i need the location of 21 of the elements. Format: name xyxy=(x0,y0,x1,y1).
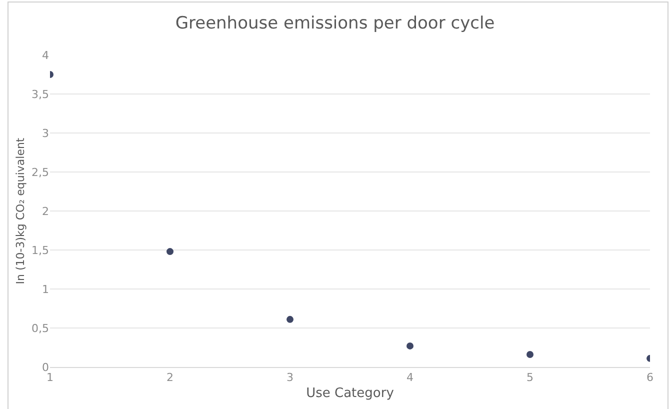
point xyxy=(406,342,414,350)
y-tick-label: 0,5 xyxy=(32,322,49,335)
y-tick-label: 3,5 xyxy=(32,88,49,101)
y-tick-label: 1 xyxy=(42,282,49,296)
x-tick-label: 4 xyxy=(406,371,414,384)
y-tick-label: 4 xyxy=(42,48,49,62)
point xyxy=(166,248,174,256)
x-tick-label: 5 xyxy=(526,371,534,384)
point xyxy=(286,316,294,323)
y-tick-label: 2,5 xyxy=(32,166,49,179)
point xyxy=(526,351,534,358)
x-tick-label: 3 xyxy=(286,371,294,384)
y-axis-title: In (10-3)kg CO₂ equivalent xyxy=(14,137,28,284)
x-tick-label: 2 xyxy=(166,371,174,384)
y-tick-label: 3 xyxy=(42,126,49,140)
chart-title: Greenhouse emissions per door cycle xyxy=(175,13,495,34)
y-tick-label: 2 xyxy=(42,204,49,218)
x-axis-title: Use Category xyxy=(306,386,394,401)
y-tick-label: 0 xyxy=(42,360,49,374)
y-tick-label: 1,5 xyxy=(32,244,49,257)
x-tick-label: 6 xyxy=(646,371,654,384)
